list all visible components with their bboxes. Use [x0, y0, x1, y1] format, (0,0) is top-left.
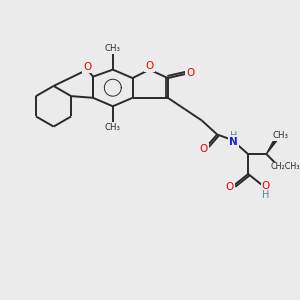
Text: CH₂CH₃: CH₂CH₃ — [270, 162, 300, 171]
Text: H: H — [262, 190, 269, 200]
Text: CH₃: CH₃ — [273, 131, 289, 140]
Text: O: O — [200, 144, 208, 154]
Text: O: O — [145, 61, 154, 71]
Text: CH₃: CH₃ — [105, 44, 121, 53]
Text: O: O — [186, 68, 194, 78]
Text: O: O — [262, 181, 270, 191]
Polygon shape — [266, 138, 278, 154]
Text: CH₃: CH₃ — [105, 123, 121, 132]
Text: N: N — [229, 136, 238, 146]
Text: O: O — [226, 182, 234, 192]
Text: O: O — [83, 62, 92, 72]
Text: H: H — [230, 131, 238, 141]
